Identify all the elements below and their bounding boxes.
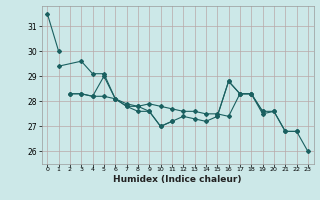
X-axis label: Humidex (Indice chaleur): Humidex (Indice chaleur) bbox=[113, 175, 242, 184]
